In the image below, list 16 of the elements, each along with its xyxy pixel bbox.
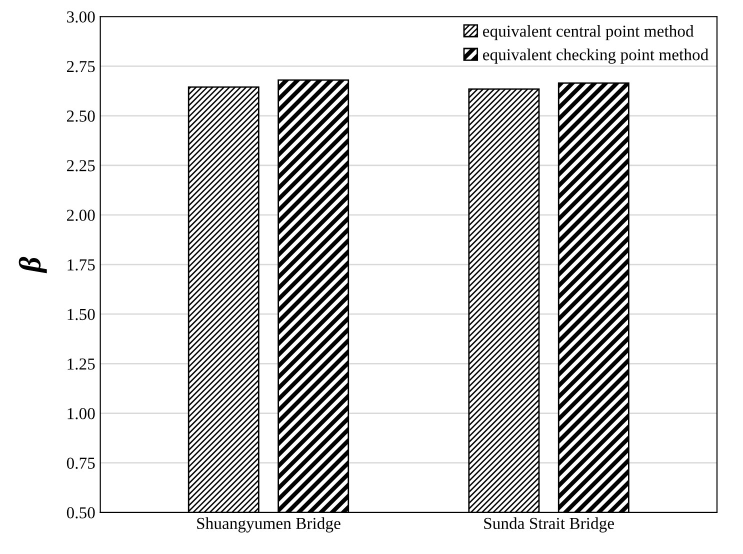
y-tick-label: 1.25 [68, 358, 95, 370]
legend-label: equivalent central point method [482, 25, 694, 40]
y-tick-label: 0.75 [66, 458, 95, 469]
y-tick-label: 2.50 [67, 110, 95, 122]
y-tick-label: 1.00 [68, 408, 95, 420]
y-tick-label: 1.75 [68, 259, 95, 271]
legend-label: equivalent checking point method [482, 48, 708, 64]
y-tick-label: 1.50 [68, 308, 95, 320]
x-tick-label: Sunda Strait Bridge [484, 517, 614, 532]
y-axis-title: β [18, 256, 47, 274]
y-tick-label: 2.00 [67, 210, 95, 221]
y-tick-label: 0.50 [66, 507, 95, 518]
x-tick-label: Shuangyumen Bridge [197, 517, 340, 532]
y-tick-label: 2.75 [67, 60, 95, 72]
y-tick-label: 3.00 [67, 11, 95, 23]
y-tick-label: 2.25 [67, 160, 95, 172]
